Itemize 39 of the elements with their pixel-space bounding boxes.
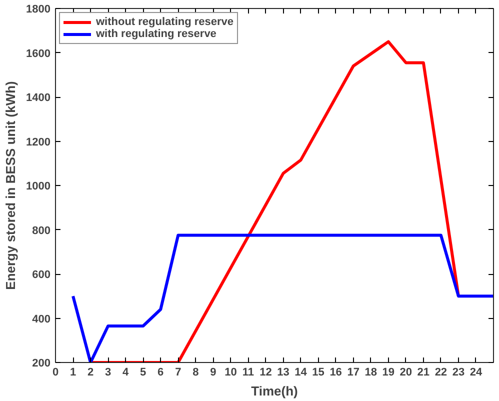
x-tick-label: 11 xyxy=(242,366,254,378)
x-tick-label: 8 xyxy=(192,366,199,378)
x-tick-label: 3 xyxy=(105,366,112,378)
x-tick-label: 16 xyxy=(330,366,342,378)
legend-label: without regulating reserve xyxy=(96,16,234,28)
y-tick-label: 1800 xyxy=(26,4,51,16)
x-tick-label: 20 xyxy=(400,366,412,378)
y-tick-label: 800 xyxy=(32,224,51,237)
y-axis-title: Energy stored in BESS unit (kWh) xyxy=(3,81,18,290)
x-tick-label: 4 xyxy=(122,366,130,378)
x-tick-label: 13 xyxy=(277,366,290,378)
y-tick-label: 600 xyxy=(32,269,51,281)
x-axis-title: Time(h) xyxy=(251,384,298,398)
x-tick-label: 12 xyxy=(260,366,272,378)
x-tick-label: 23 xyxy=(452,366,465,378)
y-tick-label: 1400 xyxy=(26,92,51,104)
x-tick-label: 10 xyxy=(224,366,237,378)
y-tick-label: 400 xyxy=(32,313,51,326)
legend-label: with regulating reserve xyxy=(96,28,216,40)
x-tick-label: 6 xyxy=(158,366,164,378)
y-tick-label: 1600 xyxy=(26,48,51,60)
x-tick-label: 18 xyxy=(364,366,377,378)
x-tick-label: 22 xyxy=(434,366,448,378)
y-tick-label: 200 xyxy=(32,358,51,370)
x-tick-label: 17 xyxy=(347,366,360,378)
x-tick-label: 2 xyxy=(87,366,94,378)
x-tick-label: 1 xyxy=(70,366,76,378)
x-tick-label: 15 xyxy=(312,366,324,378)
x-tick-label: 9 xyxy=(210,366,216,378)
y-tick-label: 1200 xyxy=(26,136,51,148)
x-tick-label: 24 xyxy=(470,366,483,378)
x-tick-label: 21 xyxy=(417,366,430,378)
x-tick-label: 19 xyxy=(382,366,395,378)
x-tick-label: 14 xyxy=(294,366,308,378)
line-series xyxy=(72,234,494,362)
x-tick-label: 5 xyxy=(140,366,146,378)
x-tick-label: 0 xyxy=(52,366,59,378)
y-tick-label: 1000 xyxy=(26,180,51,192)
x-tick-label: 7 xyxy=(175,366,182,378)
